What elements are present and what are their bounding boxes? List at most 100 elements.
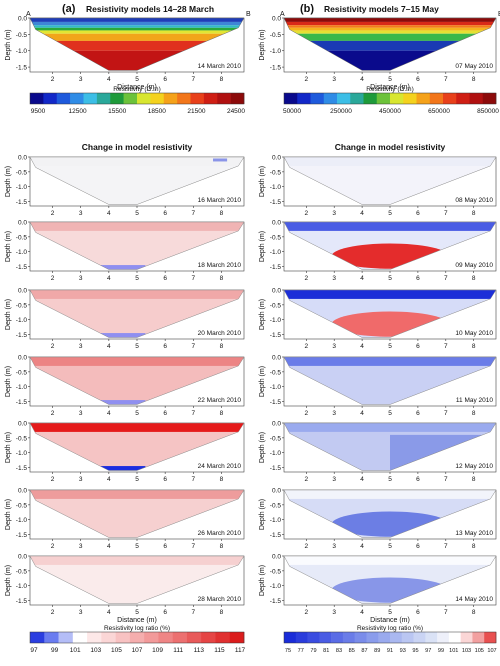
depth-axis-label: Depth (m) <box>5 29 12 60</box>
distance-axis-label: Distance (m) <box>117 84 157 91</box>
section-outline <box>283 17 497 71</box>
ratio-scale-tick: 107 <box>487 648 496 654</box>
distance-tick-label: 3 <box>332 476 336 483</box>
baseline-band <box>30 40 244 51</box>
distance-tick-label: 2 <box>51 76 55 83</box>
distance-tick-label: 4 <box>360 210 364 217</box>
change-date: 13 May 2010 <box>455 530 493 537</box>
distance-tick-label: 4 <box>107 410 111 417</box>
change-top-layer <box>284 357 496 366</box>
ratio-scale-tick: 105 <box>475 648 484 654</box>
resistivity-scale-cell <box>482 93 497 104</box>
distance-tick-label: 3 <box>79 476 83 483</box>
resistivity-scale-cell <box>416 93 431 104</box>
section-outline <box>29 422 245 471</box>
depth-tick-label: -1.5 <box>16 399 28 406</box>
panel-a-title: Resistivity models 14–28 March <box>86 4 214 14</box>
distance-tick-label: 7 <box>192 275 196 282</box>
distance-tick-label: 5 <box>388 410 392 417</box>
ratio-scale-cell <box>44 632 59 643</box>
resistivity-scale-cell <box>429 93 444 104</box>
distance-tick-label: 3 <box>332 410 336 417</box>
resistivity-scale-cell <box>310 93 325 104</box>
distance-tick-label: 2 <box>51 210 55 217</box>
change-date: 22 March 2010 <box>198 397 242 404</box>
change-anomaly <box>213 158 228 162</box>
distance-tick-label: 6 <box>163 275 167 282</box>
ratio-scale-tick: 115 <box>214 647 225 654</box>
panel-a: A B 0.0 -0.5 -1.0 -1.5 Depth (m) 2 3 4 5 6 7 8 Distanc… <box>5 11 251 654</box>
profile-end-b: B <box>498 11 500 18</box>
resistivity-scale-cell <box>390 93 404 104</box>
baseline-band <box>284 40 496 51</box>
resistivity-scale-tick: 9500 <box>31 108 46 115</box>
distance-tick-label: 4 <box>360 76 364 83</box>
depth-tick-label: -1.5 <box>16 598 28 605</box>
depth-tick-label: -1.5 <box>16 332 28 339</box>
depth-tick-label: 0.0 <box>272 220 281 227</box>
distance-tick-label: 8 <box>472 210 476 217</box>
ratio-scale-tick: 93 <box>400 648 406 654</box>
profile-end-a: A <box>26 11 31 18</box>
distance-tick-label: 5 <box>135 275 139 282</box>
change-anomaly <box>331 511 449 537</box>
ratio-scale-label: Resistivity log ratio (%) <box>357 625 423 632</box>
distance-tick-label: 8 <box>472 410 476 417</box>
distance-tick-label: 7 <box>444 343 448 350</box>
distance-tick-label: 7 <box>444 76 448 83</box>
change-anomaly <box>100 265 146 270</box>
ratio-scale-tick: 77 <box>298 648 304 654</box>
change-top-layer <box>30 157 244 166</box>
change-date: 28 March 2010 <box>198 596 242 603</box>
distance-tick-label: 6 <box>416 609 420 616</box>
depth-tick-label: -1.5 <box>270 465 282 472</box>
resistivity-scale-label: Resistivity (Ω.m) <box>113 86 160 93</box>
change-date: 20 March 2010 <box>198 330 242 337</box>
distance-tick-label: 7 <box>192 476 196 483</box>
distance-tick-label: 2 <box>51 609 55 616</box>
distance-tick-label: 6 <box>163 476 167 483</box>
distance-tick-label: 5 <box>135 476 139 483</box>
distance-tick-label: 3 <box>332 343 336 350</box>
resistivity-scale-cell <box>43 93 58 104</box>
panel-b: A B 0.0 -0.5 -1.0 -1.5 Depth (m) 2 3 4 5 6 7 8 Distanc… <box>259 11 500 654</box>
depth-tick-label: -1.5 <box>16 465 28 472</box>
resistivity-scale-cell <box>137 93 151 104</box>
resistivity-scale-cell <box>56 93 71 104</box>
ratio-scale-frame <box>283 631 497 644</box>
ratio-scale-cell <box>129 632 145 643</box>
distance-tick-label: 5 <box>388 609 392 616</box>
distance-tick-label: 7 <box>444 609 448 616</box>
distance-tick-label: 7 <box>192 543 196 550</box>
ratio-scale-cell <box>354 632 367 643</box>
ratio-scale-tick: 113 <box>194 647 205 654</box>
ratio-scale-tick: 97 <box>425 648 431 654</box>
panel-b-letter: (b) <box>300 3 314 15</box>
baseline-band <box>284 30 496 34</box>
depth-tick-label: 0.0 <box>272 355 281 362</box>
depth-tick-label: 0.0 <box>272 155 281 162</box>
depth-tick-label: -1.0 <box>16 48 28 55</box>
ratio-scale-tick: 87 <box>361 648 367 654</box>
ratio-scale-tick: 117 <box>235 647 246 654</box>
baseline-band <box>284 18 496 22</box>
distance-tick-label: 8 <box>220 343 224 350</box>
distance-tick-label: 4 <box>360 343 364 350</box>
baseline-band <box>30 30 244 34</box>
depth-tick-label: -1.0 <box>16 384 28 391</box>
distance-tick-label: 8 <box>472 343 476 350</box>
ratio-scale-tick: 111 <box>173 647 183 654</box>
resistivity-scale-tick: 250000 <box>330 108 352 115</box>
ratio-scale-tick: 97 <box>30 647 38 654</box>
depth-tick-label: -1.0 <box>16 184 28 191</box>
distance-tick-label: 7 <box>192 76 196 83</box>
depth-tick-label: -1.5 <box>270 332 282 339</box>
ratio-scale-cell <box>186 632 202 643</box>
resistivity-scale-cell <box>469 93 484 104</box>
change-date: 08 May 2010 <box>455 197 493 204</box>
distance-tick-label: 6 <box>163 410 167 417</box>
depth-axis-label: Depth (m) <box>259 231 266 262</box>
resistivity-scale-cell <box>96 93 111 104</box>
change-anomaly <box>331 577 449 603</box>
